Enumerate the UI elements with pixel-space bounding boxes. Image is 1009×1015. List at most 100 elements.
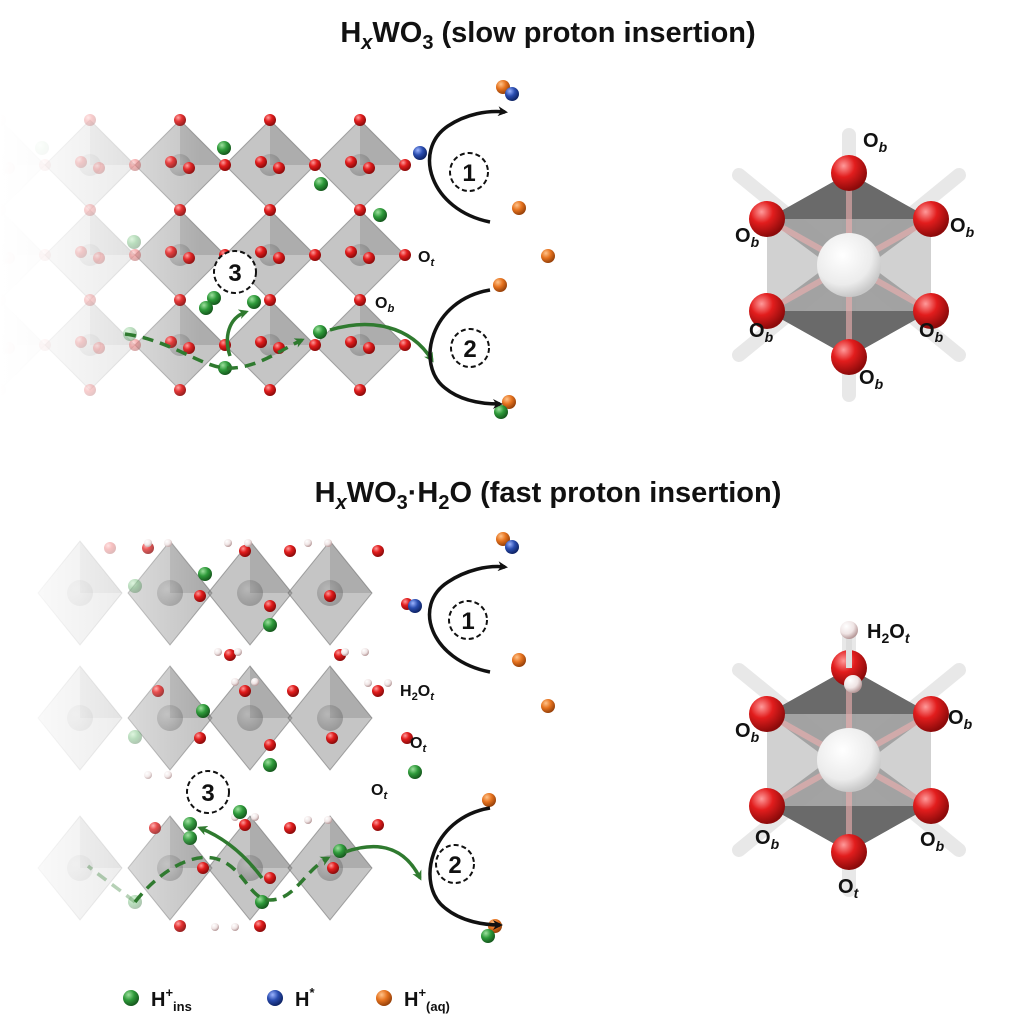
legend: H+ins H* H+(aq): [123, 985, 450, 1014]
oxygen-atom: [363, 162, 375, 174]
oxygen-atom: [401, 732, 413, 744]
water-hydrogen: [231, 678, 239, 686]
proton-inserted: [313, 325, 327, 339]
oxygen-atom: [749, 696, 785, 732]
legend-marker-h-star: [267, 990, 283, 1006]
oxygen-atom: [264, 294, 276, 306]
tungsten-atom: [237, 580, 263, 606]
water-hydrogen: [324, 539, 332, 547]
octahedron-face: [330, 666, 372, 718]
water-hydrogen: [304, 539, 312, 547]
tungsten-center: [817, 233, 881, 297]
water-hydrogen: [341, 648, 349, 656]
proton-inserted: [263, 618, 277, 632]
oxygen-atom: [354, 204, 366, 216]
oxygen-atom: [254, 920, 266, 932]
proton-surface: [408, 599, 422, 613]
oxygen-atom: [749, 201, 785, 237]
title-top: HxWO3 (slow proton insertion): [340, 17, 755, 54]
octahedron-face: [330, 541, 372, 593]
oxygen-atom: [913, 696, 949, 732]
svg-text:3: 3: [201, 780, 214, 807]
oxygen-atom: [399, 249, 411, 261]
water-hydrogen: [251, 813, 259, 821]
step-arrows: [427, 106, 508, 930]
oxygen-atom: [287, 685, 299, 697]
oxygen-atom: [831, 834, 867, 870]
oxygen-atom: [309, 339, 321, 351]
oxygen-atom: [264, 872, 276, 884]
label-o-bridging: Ob: [948, 707, 973, 732]
proton-inserted: [333, 844, 347, 858]
svg-text:H+ins: H+ins: [151, 985, 192, 1014]
legend-item-h-ins: H+ins: [123, 985, 192, 1014]
oxygen-atom: [255, 336, 267, 348]
label-h2o-terminal: H2Ot: [867, 621, 911, 646]
octahedron-face: [270, 120, 315, 165]
oxygen-atom: [324, 590, 336, 602]
label-o-terminal: Ot: [838, 876, 860, 901]
svg-text:1: 1: [461, 608, 474, 635]
step-2-badge-bottom: 2: [435, 844, 475, 884]
oxygen-atom: [913, 788, 949, 824]
oxygen-atom: [284, 822, 296, 834]
proton-inserted: [218, 361, 232, 375]
octahedron-face: [767, 219, 829, 311]
octahedron-detail-top: [732, 128, 966, 402]
step-2-arrow-top: [428, 288, 503, 409]
oxygen-atom: [273, 252, 285, 264]
water-hydrogen: [840, 621, 858, 639]
oxygen-atom: [264, 384, 276, 396]
label-o-terminal: Ot: [371, 782, 388, 802]
water-hydrogen: [234, 648, 242, 656]
step-3-badge-bottom: 3: [186, 770, 230, 814]
oxygen-atom: [309, 159, 321, 171]
proton-inserted: [494, 405, 508, 419]
oxygen-atom: [255, 156, 267, 168]
oxygen-atom: [749, 788, 785, 824]
oxygen-atom: [345, 246, 357, 258]
svg-text:2: 2: [448, 852, 461, 879]
step-2-arrow-bottom: [428, 806, 503, 930]
proton-aqueous: [496, 532, 510, 546]
step-1-badge-top: 1: [449, 152, 489, 192]
oxygen-atom: [363, 342, 375, 354]
label-o-bridging: Ob: [755, 827, 780, 852]
label-h2o-terminal: H2Ot: [400, 683, 435, 703]
oxygen-atom: [273, 162, 285, 174]
label-o-bridging: Ob: [863, 130, 888, 155]
water-hydrogen: [304, 816, 312, 824]
lattice-labels: Ot Ob Ob Ob Ob Ob Ob Ob H2Ot Ot Ot H2Ot Ob Ob Ob Ob Ot: [371, 130, 975, 901]
oxygen-atom: [399, 159, 411, 171]
proton-aqueous: [541, 699, 555, 713]
octahedron-face: [869, 714, 931, 806]
label-o-bridging: Ob: [375, 295, 394, 315]
oxygen-atom: [399, 339, 411, 351]
fade-overlay-top: [0, 100, 200, 430]
step-3-badge-top: 3: [213, 250, 257, 294]
proton-inserted: [255, 895, 269, 909]
insertion-pathway-bottom: [86, 825, 422, 904]
octahedron-detail-bottom: [732, 621, 966, 897]
title-bottom: HxWO3·H2O (fast proton insertion): [315, 477, 782, 514]
tungsten-atom: [317, 705, 343, 731]
label-o-bridging: Ob: [735, 225, 760, 250]
water-hydrogen: [231, 923, 239, 931]
octahedron-face: [270, 300, 315, 345]
oxygen-atom: [913, 201, 949, 237]
svg-text:H*: H*: [295, 985, 315, 1011]
label-o-bridging: Ob: [749, 320, 774, 345]
oxygen-atom: [284, 545, 296, 557]
tungsten-atom: [237, 855, 263, 881]
oxygen-atom: [327, 862, 339, 874]
tungsten-atom: [237, 705, 263, 731]
oxygen-atom: [326, 732, 338, 744]
proton-inserted: [481, 929, 495, 943]
octahedron-face: [360, 210, 405, 255]
proton-inserted: [233, 805, 247, 819]
oxygen-atom: [309, 249, 321, 261]
octahedron-face: [270, 210, 315, 255]
oxygen-atom: [239, 685, 251, 697]
legend-item-h-star: H*: [267, 985, 315, 1011]
oxygen-atom: [372, 545, 384, 557]
